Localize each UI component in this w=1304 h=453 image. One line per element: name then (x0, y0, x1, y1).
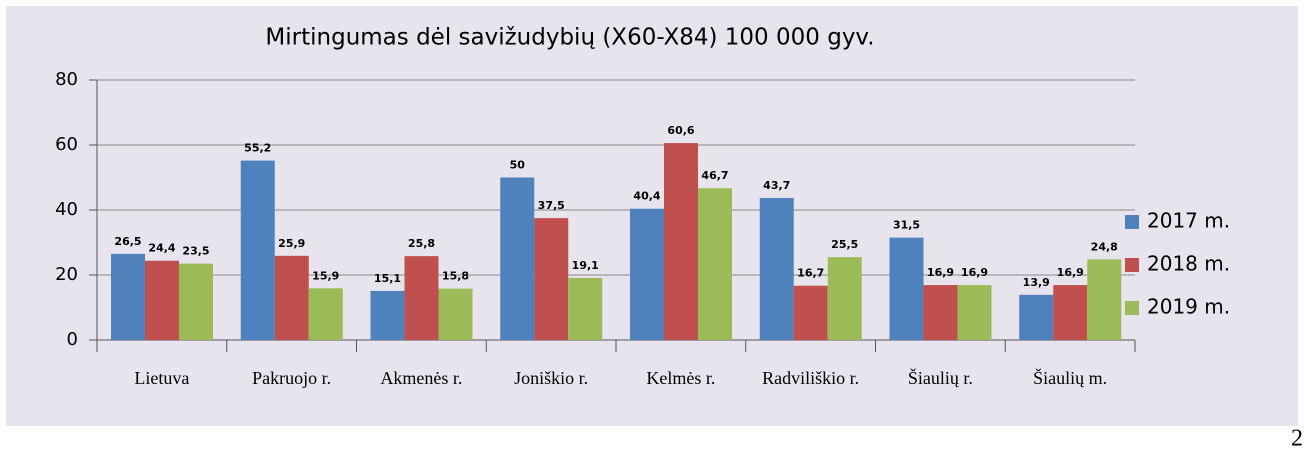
bar (827, 257, 862, 340)
value-label: 16,7 (797, 267, 824, 280)
x-tick-label: Kelmės r. (646, 368, 715, 388)
bar (923, 285, 958, 340)
bar (889, 237, 924, 340)
bar (534, 218, 569, 340)
y-tick-label: 80 (55, 69, 78, 90)
bar (630, 208, 664, 340)
bar (370, 290, 405, 340)
value-label: 43,7 (763, 179, 790, 192)
bar (308, 288, 343, 340)
bar (568, 277, 603, 340)
value-label: 13,9 (1023, 276, 1050, 289)
bar (274, 255, 309, 340)
legend-swatch (1125, 258, 1139, 272)
x-tick-label: Joniškio r. (514, 368, 588, 388)
value-label: 16,9 (927, 266, 954, 279)
value-label: 24,8 (1091, 240, 1118, 253)
bar (957, 285, 992, 340)
value-label: 55,2 (244, 142, 271, 155)
legend-label: 2017 m. (1147, 209, 1230, 233)
bar (1053, 285, 1088, 340)
bar (1087, 259, 1122, 340)
bar (111, 253, 145, 340)
x-tick-label: Lietuva (134, 368, 189, 388)
bar (438, 288, 473, 340)
chart-title: Mirtingumas dėl savižudybių (X60-X84) 10… (265, 25, 874, 51)
bar (698, 188, 732, 340)
legend-swatch (1125, 301, 1139, 315)
bar (759, 197, 794, 340)
value-label: 15,8 (442, 270, 469, 283)
value-label: 15,1 (374, 272, 401, 285)
value-label: 50 (510, 159, 526, 172)
legend-swatch (1125, 215, 1139, 229)
value-label: 31,5 (893, 219, 920, 232)
value-label: 16,9 (961, 266, 988, 279)
y-tick-label: 40 (55, 199, 78, 220)
value-label: 23,5 (182, 245, 209, 258)
value-label: 26,5 (114, 235, 141, 248)
value-label: 25,9 (278, 237, 305, 250)
bar (145, 260, 179, 340)
bar (404, 256, 439, 340)
page-number: 2 (1291, 426, 1303, 452)
y-tick-label: 0 (67, 329, 78, 350)
x-tick-label: Radviliškio r. (762, 368, 859, 388)
bar (179, 263, 213, 340)
value-label: 24,4 (148, 242, 175, 255)
value-label: 16,9 (1057, 266, 1084, 279)
value-label: 46,7 (701, 169, 728, 182)
bar (664, 143, 698, 340)
bar (793, 285, 828, 340)
bar (240, 160, 275, 340)
value-label: 19,1 (572, 259, 599, 272)
value-label: 40,4 (633, 190, 660, 203)
x-tick-label: Šiaulių r. (908, 367, 973, 388)
y-tick-label: 60 (55, 134, 78, 155)
value-label: 25,8 (408, 237, 435, 250)
bar (500, 177, 535, 340)
legend-label: 2019 m. (1147, 295, 1230, 319)
value-label: 60,6 (667, 124, 694, 137)
x-tick-label: Akmenės r. (380, 368, 462, 388)
x-tick-label: Šiaulių m. (1033, 367, 1107, 388)
bar (1019, 294, 1054, 340)
value-label: 15,9 (312, 269, 339, 282)
legend-label: 2018 m. (1147, 252, 1230, 276)
y-tick-label: 20 (55, 264, 78, 285)
value-label: 25,5 (831, 238, 858, 251)
value-label: 37,5 (538, 199, 565, 212)
x-tick-label: Pakruojo r. (252, 368, 331, 388)
